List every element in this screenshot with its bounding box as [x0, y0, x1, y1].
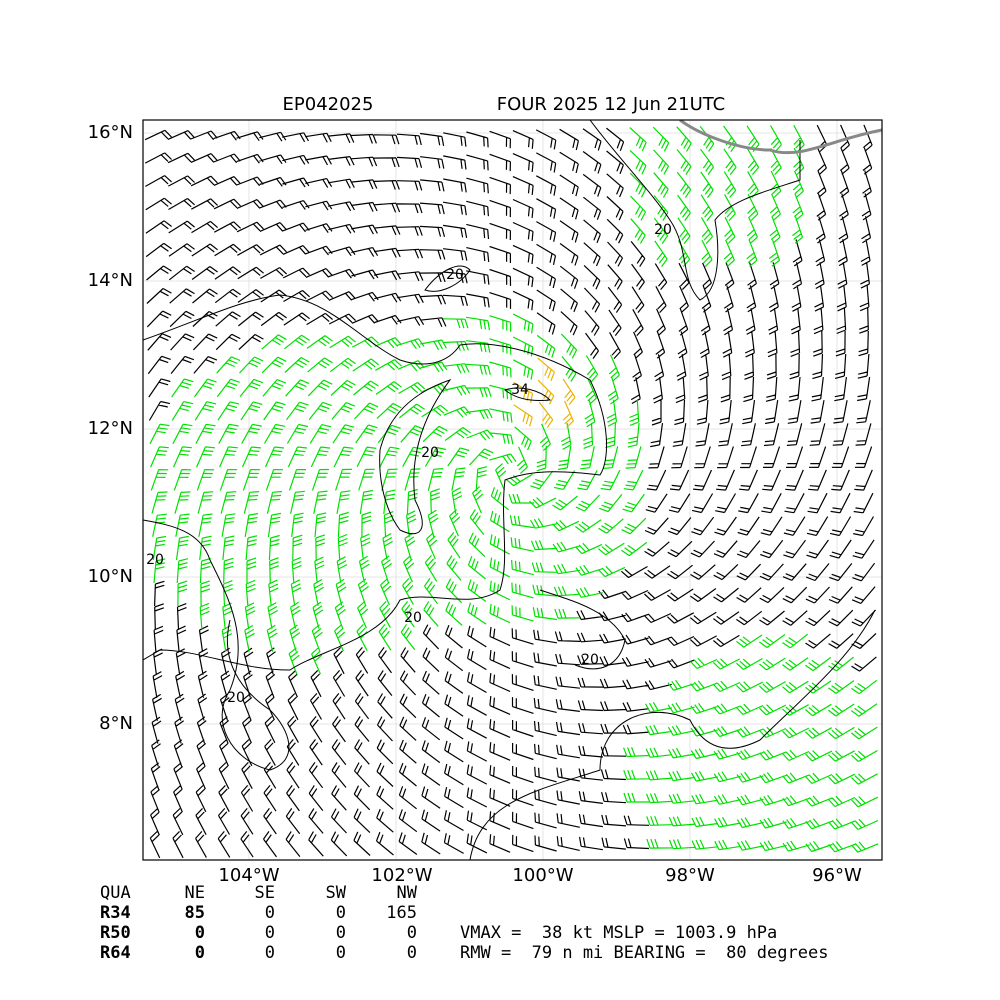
- lat-label: 12°N: [88, 418, 133, 439]
- table-header: NE: [185, 883, 205, 903]
- contour-labels: 20 20 20 20 20 20 20 34: [146, 222, 672, 706]
- contour-label: 34: [511, 382, 529, 398]
- table-cell: 0: [336, 943, 346, 963]
- contour-label: 20: [146, 552, 164, 568]
- radii-table: QUA NE SE SW NW R34 85 0 0 165 R50 0 0 0…: [100, 883, 418, 963]
- table-cell: 0: [336, 923, 346, 943]
- lon-label: 98°W: [665, 865, 715, 886]
- table-cell: 0: [265, 903, 275, 923]
- row-label: R64: [100, 943, 131, 963]
- table-cell: 0: [407, 923, 417, 943]
- contour-label: 20: [421, 445, 439, 461]
- row-label: R34: [100, 903, 131, 923]
- lon-label: 102°W: [371, 865, 432, 886]
- wind-barbs: [144, 124, 879, 859]
- contour-label: 20: [654, 222, 672, 238]
- barb-group: [513, 357, 576, 428]
- table-cell: 0: [195, 923, 205, 943]
- table-header: SW: [326, 883, 347, 903]
- title: FOUR 2025 12 Jun 21UTC: [497, 94, 726, 115]
- summary-line: RMW = 79 n mi BEARING = 80 degrees: [460, 943, 828, 963]
- lat-label: 16°N: [88, 122, 133, 143]
- table-header: QUA: [100, 883, 131, 903]
- contour-label: 20: [446, 267, 464, 283]
- lon-label: 100°W: [512, 865, 573, 886]
- table-cell: 0: [195, 943, 205, 963]
- table-header: SE: [255, 883, 275, 903]
- contour-label: 20: [227, 690, 245, 706]
- table-cell: 0: [407, 943, 417, 963]
- lat-label: 10°N: [88, 566, 133, 587]
- row-label: R50: [100, 923, 131, 943]
- lat-label: 14°N: [88, 270, 133, 291]
- barb-group: [149, 125, 879, 853]
- table-cell: 0: [265, 943, 275, 963]
- contours: [143, 120, 882, 860]
- map-frame: [142, 119, 883, 861]
- table-cell: 165: [386, 903, 417, 923]
- lat-labels: 16°N 14°N 12°N 10°N 8°N: [88, 122, 133, 734]
- contour-label: 20: [581, 652, 599, 668]
- storm-id: EP042025: [283, 94, 374, 115]
- table-cell: 0: [265, 923, 275, 943]
- lat-label: 8°N: [99, 713, 133, 734]
- table-cell: 0: [336, 903, 346, 923]
- table-header: NW: [397, 883, 418, 903]
- contour-label: 20: [404, 610, 422, 626]
- table-cell: 85: [185, 903, 205, 923]
- lon-label: 96°W: [812, 865, 862, 886]
- lon-labels: 104°W 102°W 100°W 98°W 96°W: [218, 865, 862, 886]
- barb-group: [144, 124, 877, 859]
- summary-line: VMAX = 38 kt MSLP = 1003.9 hPa: [460, 923, 777, 943]
- lon-label: 104°W: [218, 865, 279, 886]
